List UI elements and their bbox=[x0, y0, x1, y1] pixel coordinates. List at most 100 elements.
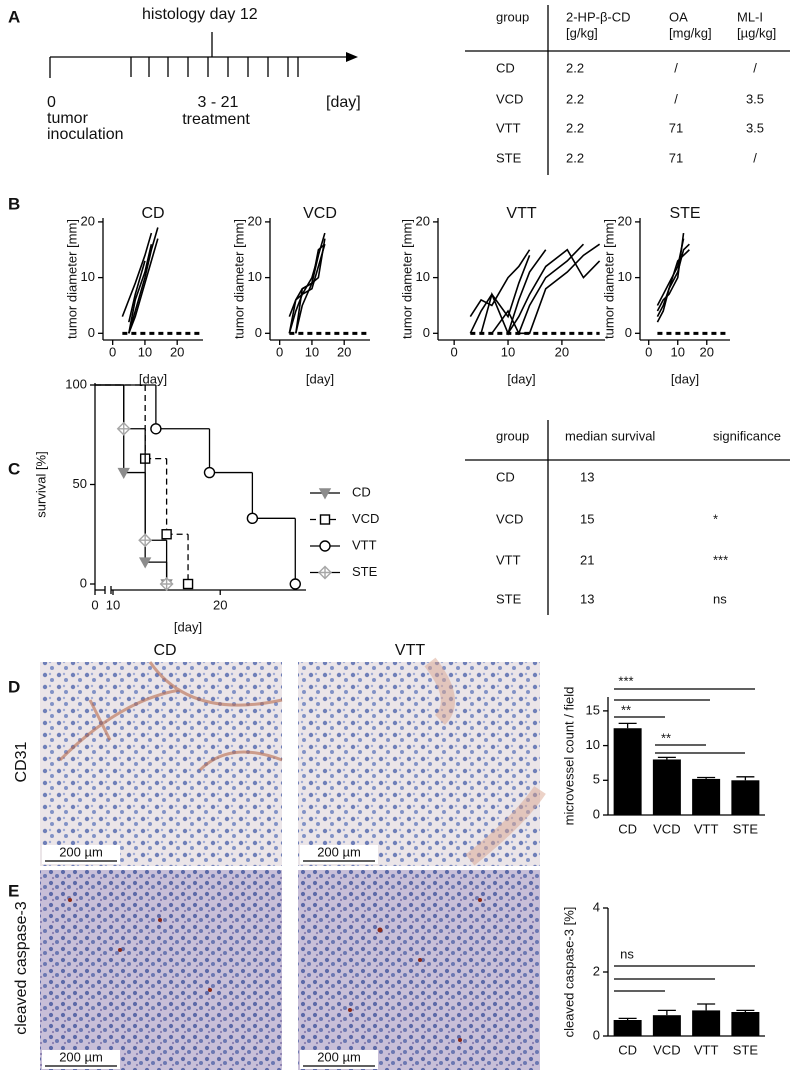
bar bbox=[652, 1015, 681, 1036]
table-cell: VCD bbox=[496, 511, 523, 526]
x-tick-label: 10 bbox=[138, 344, 152, 359]
tumor-curve bbox=[656, 249, 690, 323]
bar bbox=[731, 780, 760, 815]
marker bbox=[161, 529, 172, 540]
y-tick-label: 20 bbox=[81, 213, 95, 228]
y-tick-label: 20 bbox=[618, 213, 632, 228]
marker-shape bbox=[319, 566, 331, 579]
y-axis-label: cleaved caspase-3 [%] bbox=[561, 907, 576, 1038]
tumor-curve bbox=[656, 238, 685, 306]
marker-shape bbox=[319, 540, 331, 552]
x-tick-label: VCD bbox=[653, 1042, 680, 1057]
legend-label: VCD bbox=[352, 511, 379, 526]
tumor-curve bbox=[295, 243, 326, 334]
table-cell: 13 bbox=[580, 591, 594, 606]
marker bbox=[318, 488, 332, 500]
y-tick-label: 10 bbox=[248, 269, 262, 284]
timeline-start-event: inoculation bbox=[47, 126, 124, 143]
chart-title: CD bbox=[141, 205, 164, 222]
significance-label: ns bbox=[620, 946, 634, 961]
tumor-curve bbox=[656, 243, 690, 317]
marker bbox=[182, 578, 194, 590]
table-cell: STE bbox=[496, 591, 522, 606]
y-axis-label: tumor diameter [mm] bbox=[399, 219, 414, 339]
table-cell: ns bbox=[713, 591, 727, 606]
table-header: 2-HP-β-CD bbox=[566, 9, 631, 24]
x-tick-label: 20 bbox=[700, 344, 714, 359]
treatment-ticks bbox=[130, 57, 299, 77]
bar bbox=[692, 778, 721, 815]
bar bbox=[613, 728, 642, 815]
marker bbox=[116, 421, 131, 436]
legend-label: VTT bbox=[352, 537, 377, 552]
y-tick-label: 2 bbox=[593, 963, 600, 978]
y-tick-label: 10 bbox=[81, 269, 95, 284]
marker-shape bbox=[150, 423, 162, 435]
y-tick-label: 10 bbox=[618, 269, 632, 284]
chart-title: VCD bbox=[303, 205, 337, 222]
panel-label: E bbox=[8, 881, 19, 900]
y-tick-label: 0 bbox=[625, 325, 632, 340]
y-tick-label: 0 bbox=[423, 325, 430, 340]
table-cell: CD bbox=[496, 469, 515, 484]
y-axis-label: tumor diameter [mm] bbox=[64, 219, 79, 339]
timeline-arrow bbox=[346, 52, 358, 62]
y-tick-label: 0 bbox=[80, 575, 87, 590]
table-cell: 2.2 bbox=[566, 91, 584, 106]
table-header: significance bbox=[713, 428, 781, 443]
x-tick-label: 0 bbox=[451, 344, 458, 359]
tumor-curve bbox=[491, 243, 585, 336]
tumor-curve bbox=[128, 244, 153, 334]
table-cell: / bbox=[753, 150, 757, 165]
marker-shape bbox=[289, 578, 301, 590]
micrograph bbox=[298, 870, 540, 1070]
significance-label: *** bbox=[618, 673, 633, 688]
table-cell: / bbox=[674, 91, 678, 106]
bar bbox=[731, 1012, 760, 1036]
significance-label: ** bbox=[621, 702, 631, 717]
y-tick-label: 0 bbox=[88, 325, 95, 340]
marker bbox=[159, 577, 174, 591]
x-tick-label: CD bbox=[618, 1042, 637, 1057]
panel-label: C bbox=[8, 459, 20, 478]
x-tick-label: 10 bbox=[671, 344, 685, 359]
table-cell: STE bbox=[496, 150, 522, 165]
y-tick-label: 50 bbox=[73, 476, 87, 491]
y-tick-label: 4 bbox=[593, 899, 600, 914]
panel-label: B bbox=[8, 194, 20, 213]
table-header: [g/kg] bbox=[566, 25, 598, 40]
timeline-start: 0 bbox=[47, 94, 56, 111]
table-cell: / bbox=[753, 60, 757, 75]
table-cell: VCD bbox=[496, 91, 523, 106]
y-tick-label: 20 bbox=[416, 213, 430, 228]
marker-shape bbox=[319, 514, 331, 525]
y-tick-label: 5 bbox=[593, 772, 600, 787]
timeline-start-event: tumor bbox=[47, 110, 89, 127]
table-cell: 2.2 bbox=[566, 120, 584, 135]
tumor-curve bbox=[480, 249, 547, 336]
marker bbox=[319, 540, 331, 552]
timeline-range-event: treatment bbox=[182, 111, 250, 128]
tumor-curve bbox=[656, 232, 685, 312]
table-cell: * bbox=[713, 511, 718, 526]
marker-shape bbox=[117, 467, 130, 480]
table-cell: 2.2 bbox=[566, 150, 584, 165]
marker-shape bbox=[203, 466, 216, 479]
tumor-curve bbox=[518, 243, 601, 335]
marker bbox=[203, 466, 216, 479]
marker-shape bbox=[182, 578, 194, 590]
scale-bar-label: 200 µm bbox=[317, 844, 361, 859]
table-cell: VTT bbox=[496, 120, 521, 135]
column-label: VTT bbox=[395, 642, 425, 659]
stain-stroma bbox=[424, 657, 546, 866]
y-axis-label: survival [%] bbox=[33, 451, 48, 517]
scale-bar bbox=[42, 845, 378, 1069]
tumor-curve bbox=[121, 232, 153, 317]
timeline-title: histology day 12 bbox=[142, 6, 258, 23]
tumor-curve bbox=[288, 255, 320, 334]
tumor-curve bbox=[128, 260, 146, 323]
table-cell: 21 bbox=[580, 552, 594, 567]
x-tick-label: 0 bbox=[645, 344, 652, 359]
table-header: [mg/kg] bbox=[669, 25, 712, 40]
y-axis-label: tumor diameter [mm] bbox=[231, 219, 246, 339]
